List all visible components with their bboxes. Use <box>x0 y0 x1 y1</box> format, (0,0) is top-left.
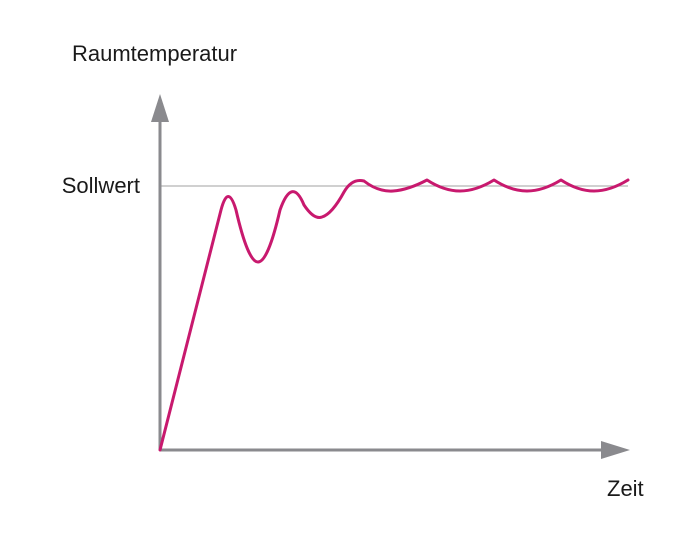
y-axis-label: Raumtemperatur <box>72 41 237 66</box>
y-axis-arrow <box>151 94 169 122</box>
x-axis-label: Zeit <box>607 476 644 501</box>
x-axis-arrow <box>601 441 630 459</box>
temperature-curve <box>158 178 630 452</box>
setpoint-label: Sollwert <box>62 173 140 198</box>
